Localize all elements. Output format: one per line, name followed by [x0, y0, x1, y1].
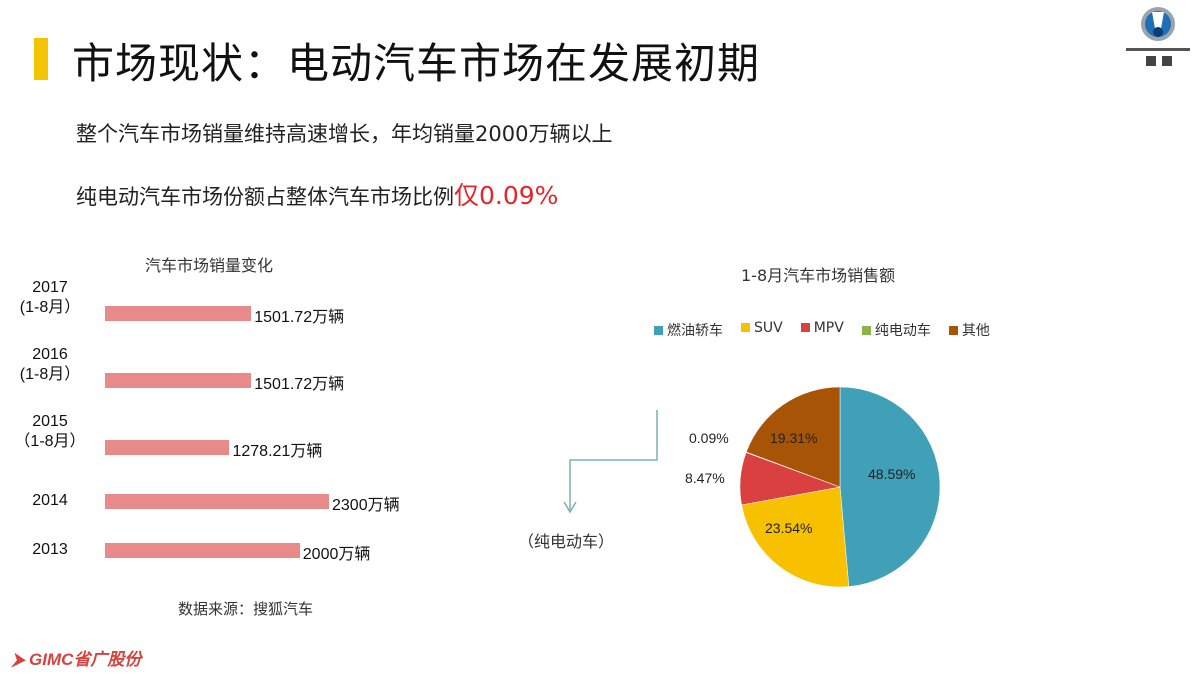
bar — [105, 543, 300, 558]
legend-item: 其他 — [948, 320, 990, 340]
pie-value-label: 48.59% — [868, 466, 916, 482]
bar-category-label: 2015 （1-8月） — [14, 413, 86, 450]
legend-label: 纯电动车 — [874, 323, 931, 339]
pie-legend: 燃油轿车 SUV MPV 纯电动车 其他 — [654, 320, 990, 340]
pie-value-label: 8.47% — [685, 470, 725, 486]
pie-value-label: 19.31% — [770, 430, 818, 446]
pie-slice — [746, 386, 841, 488]
bar-chart-title: 汽车市场销量变化 — [145, 256, 274, 275]
legend-swatch — [948, 326, 958, 335]
legend-item: 纯电动车 — [861, 320, 931, 340]
gimc-logo: ⮞ GIMC省广股份 — [12, 650, 142, 669]
pie-value-label: 23.54% — [765, 520, 813, 536]
data-source: 数据来源：搜狐汽车 — [178, 600, 314, 618]
bullet-1: 整个汽车市场销量维持高速增长，年均销量2000万辆以上 — [76, 122, 613, 146]
bar-category-label: 2014 — [32, 492, 68, 509]
bar-value-label: 1278.21万辆 — [232, 443, 323, 460]
highlight-value: 仅0.09% — [454, 181, 559, 210]
title-accent-bar — [34, 38, 48, 80]
legend-label: 燃油轿车 — [667, 323, 723, 339]
bullet-2: 纯电动汽车市场份额占整体汽车市场比例仅0.09% — [76, 176, 558, 212]
legend-label: SUV — [754, 320, 783, 336]
pie-value-label: 0.09% — [689, 430, 729, 446]
denza-logo — [1126, 7, 1190, 66]
legend-swatch — [861, 326, 871, 335]
pie-slice — [839, 386, 941, 587]
legend-label: MPV — [813, 320, 844, 336]
bar-category-label: 2017 (1-8月） — [19, 279, 81, 316]
bar — [105, 306, 252, 321]
legend-item: MPV — [800, 320, 844, 340]
legend-swatch — [741, 323, 750, 332]
bar — [105, 373, 252, 388]
bar-value-label: 2000万辆 — [302, 546, 371, 563]
legend-swatch — [800, 323, 810, 332]
page-title: 市场现状：电动汽车市场在发展初期 — [72, 39, 761, 88]
bar — [105, 440, 230, 455]
legend-swatch — [654, 326, 663, 335]
bar-value-label: 1501.72万辆 — [254, 309, 345, 326]
legend-item: SUV — [741, 320, 783, 340]
bar-value-label: 2300万辆 — [332, 497, 400, 514]
legend-label: 其他 — [961, 323, 990, 339]
bar-category-label: 2013 — [32, 541, 68, 558]
pie-slice — [741, 486, 850, 588]
bar-value-label: 1501.72万辆 — [254, 376, 345, 393]
callout-label: （纯电动车） — [518, 532, 615, 551]
bullet-2-text: 纯电动汽车市场份额占整体汽车市场比例 — [76, 185, 454, 209]
bar-category-label: 2016 (1-8月） — [19, 346, 81, 383]
legend-item: 燃油轿车 — [654, 320, 723, 340]
pie-chart-title: 1-8月汽车市场销售额 — [741, 266, 896, 285]
bar — [105, 494, 329, 509]
